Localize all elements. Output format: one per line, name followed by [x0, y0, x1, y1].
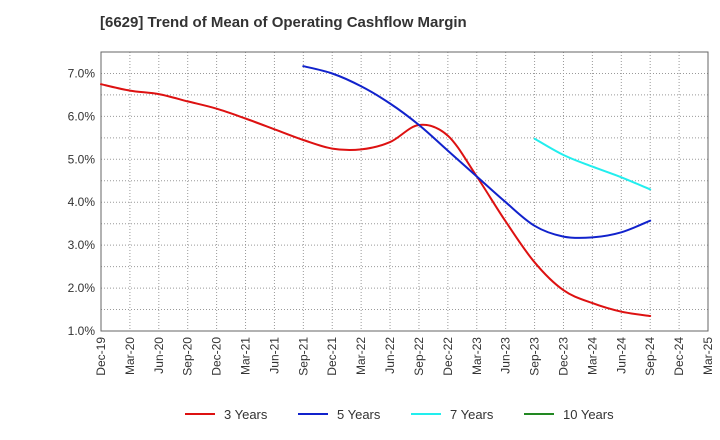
y-tick-label: 1.0% [68, 324, 96, 338]
x-tick-label: Dec-22 [441, 337, 455, 376]
x-tick-label: Jun-24 [614, 337, 628, 374]
series-line-7-years [533, 137, 652, 191]
x-tick-label: Sep-20 [181, 337, 195, 376]
y-tick-label: 4.0% [68, 195, 96, 209]
x-tick-label: Mar-23 [470, 337, 484, 375]
series-layer [100, 65, 652, 317]
x-tick-label: Mar-25 [701, 337, 715, 375]
y-tick-label: 7.0% [68, 66, 96, 80]
x-tick-label: Dec-19 [94, 337, 108, 376]
x-tick-label: Sep-21 [296, 337, 310, 376]
x-tick-label: Mar-21 [239, 337, 253, 375]
legend-label: 3 Years [224, 407, 268, 422]
x-tick-label: Dec-21 [325, 337, 339, 376]
x-tick-label: Dec-24 [672, 337, 686, 376]
legend-label: 10 Years [563, 407, 614, 422]
series-line-3-years [100, 83, 652, 317]
x-tick-label: Jun-22 [383, 337, 397, 374]
y-tick-label: 3.0% [68, 238, 96, 252]
y-tick-label: 5.0% [68, 152, 96, 166]
grid-layer [100, 51, 709, 332]
x-tick-label: Sep-22 [412, 337, 426, 376]
x-tick-label: Jun-21 [267, 337, 281, 374]
plot-area [101, 52, 708, 331]
y-tick-label: 6.0% [68, 109, 96, 123]
x-tick-label: Sep-24 [643, 337, 657, 376]
legend-label: 7 Years [450, 407, 494, 422]
x-tick-label: Dec-20 [210, 337, 224, 376]
series-line-5-years [302, 65, 652, 239]
x-tick-label: Mar-24 [585, 337, 599, 375]
x-tick-label: Jun-23 [499, 337, 513, 374]
x-tick-label: Sep-23 [528, 337, 542, 376]
x-tick-label: Jun-20 [152, 337, 166, 374]
x-tick-label: Mar-20 [123, 337, 137, 375]
plot-border [100, 51, 709, 332]
legend: 3 Years 5 Years 7 Years 10 Years [185, 407, 614, 422]
axis-layer: 1.0% 2.0% 3.0% 4.0% 5.0% 6.0% 7.0% Dec-19 Mar-20… [68, 66, 715, 375]
x-tick-label: Mar-22 [354, 337, 368, 375]
chart-title: [6629] Trend of Mean of Operating Cashfl… [100, 14, 467, 31]
legend-label: 5 Years [337, 407, 381, 422]
y-tick-label: 2.0% [68, 281, 96, 295]
x-tick-label: Dec-23 [556, 337, 570, 376]
